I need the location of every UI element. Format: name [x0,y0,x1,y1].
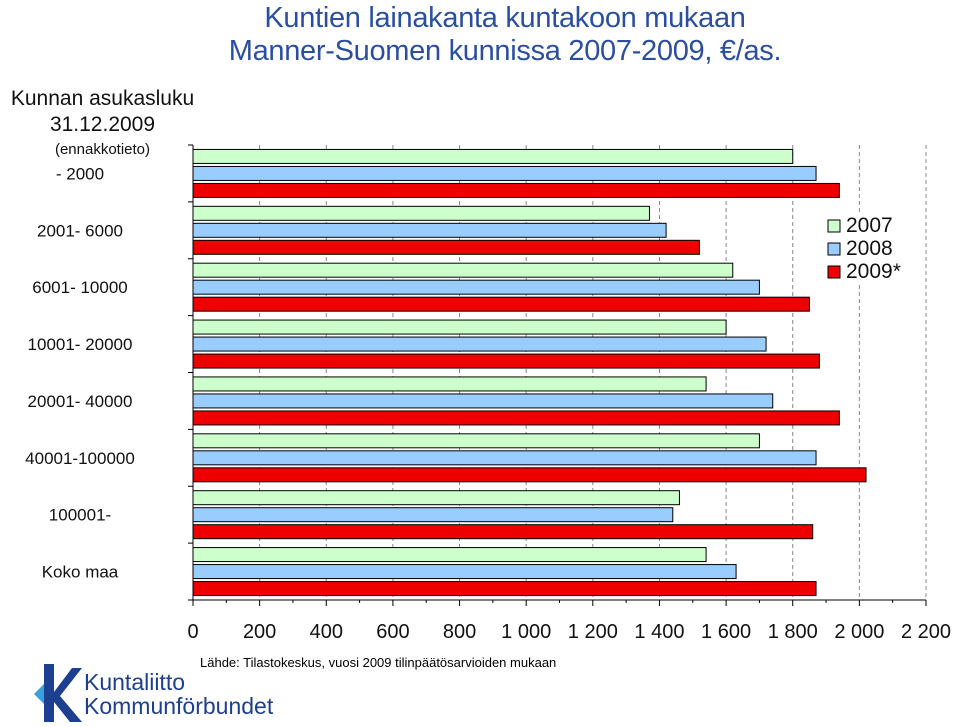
bar-2009-2 [192,296,810,312]
category-axis-note: (ennakkotieto) [54,141,151,158]
bar-2009-5 [192,467,867,483]
bar-2009-0 [192,182,840,198]
bar-2009-4 [192,410,840,426]
bar-2009-6 [192,524,814,540]
legend-label: 2007 [846,214,893,237]
category-axis-date: 31.12.2009 [49,113,156,136]
legend-swatch [827,265,841,279]
category-label: 6001- 10000 [32,278,127,297]
bar-2009-3 [192,353,820,369]
category-label: 20001- 40000 [28,392,133,411]
bar-2008-5 [192,450,817,466]
x-tick-label: 2 000 [834,621,884,643]
legend-swatch [827,242,841,256]
category-label: Koko maa [42,563,119,582]
x-tick-label: 1 800 [768,621,818,643]
bar-2008-3 [192,336,767,352]
x-tick-label: 1 600 [701,621,751,643]
bar-2008-1 [192,222,667,238]
x-tick-label: 800 [443,621,476,643]
x-tick-label: 1 000 [501,621,551,643]
x-tick-label: 600 [376,621,409,643]
bar-2007-6 [192,490,680,506]
bar-2007-3 [192,319,727,335]
category-label: - 2000 [56,164,104,183]
x-tick-label: 1 400 [634,621,684,643]
bar-2008-4 [192,393,774,409]
x-tick-label: 0 [187,621,198,643]
bar-2007-1 [192,205,650,221]
kuntaliitto-logo: Kuntaliitto Kommunförbundet [32,662,292,724]
category-label: 10001- 20000 [28,335,133,354]
bar-2007-5 [192,433,760,449]
category-label: 2001- 6000 [37,221,123,240]
logo-text-line1: Kuntaliitto [84,669,186,695]
source-note: Lähde: Tilastokeskus, vuosi 2009 tilinpä… [200,655,557,670]
legend-swatch [827,219,841,233]
bar-2007-7 [192,547,707,563]
bar-2007-4 [192,376,707,392]
bar-2009-7 [192,581,817,597]
logo-text: Kuntaliitto Kommunförbundet [84,670,273,718]
x-tick-label: 200 [243,621,276,643]
category-label: 100001- [49,506,111,525]
bar-2009-1 [192,239,700,255]
category-axis-title: Kunnan asukasluku [10,87,195,110]
bar-2008-0 [192,165,817,181]
bar-2008-7 [192,564,737,580]
legend-label: 2009* [846,260,901,283]
chart-title: Kuntien lainakanta kuntakoon mukaan Mann… [190,2,820,68]
bar-2007-0 [192,148,794,164]
x-tick-label: 400 [310,621,343,643]
bar-2007-2 [192,262,734,278]
logo-text-line2: Kommunförbundet [84,693,274,719]
bar-2008-6 [192,507,674,523]
chart-title-line1: Kuntien lainakanta kuntakoon mukaan [264,2,746,34]
chart-title-line2: Manner-Suomen kunnissa 2007-2009, €/as. [228,35,782,67]
category-label: 40001-100000 [25,449,135,468]
kuntaliitto-logo-icon [34,664,82,722]
x-tick-label: 1 200 [568,621,618,643]
category-axis-header: Kunnan asukasluku 31.12.2009 (ennakkotie… [0,86,205,162]
x-tick-label: 2 200 [901,621,951,643]
bar-2008-2 [192,279,760,295]
legend-label: 2008 [846,237,893,260]
